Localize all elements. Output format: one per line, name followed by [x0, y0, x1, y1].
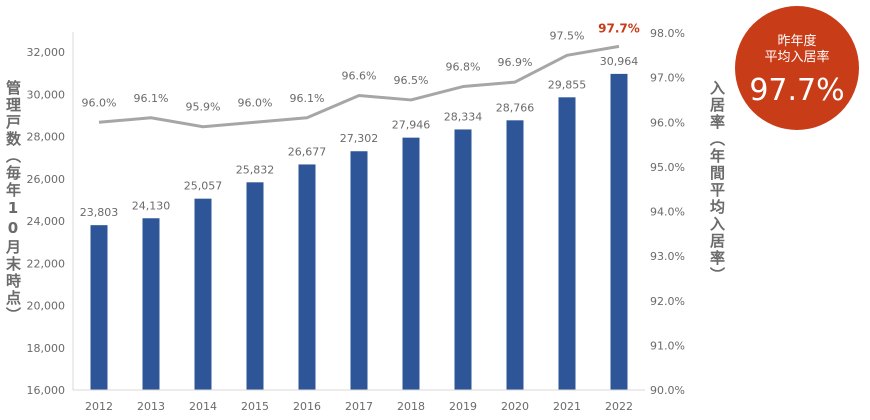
y-right-tick-92: 92.0% — [650, 295, 685, 308]
y-left-tick-26000: 26,000 — [27, 173, 66, 186]
bar-2014 — [194, 198, 212, 390]
bar-label-2022: 30,964 — [600, 55, 639, 68]
bar-2016 — [298, 164, 316, 390]
line-label-2020: 96.9% — [498, 56, 533, 69]
bar-2018 — [402, 137, 420, 390]
bar-label-2014: 25,057 — [184, 180, 223, 193]
bar-label-2018: 27,946 — [392, 119, 431, 132]
x-tick-2012: 2012 — [85, 400, 113, 413]
x-tick-2015: 2015 — [241, 400, 269, 413]
data-labels: 23,803 24,130 25,057 25,832 26,677 27,302 27,9… — [80, 21, 640, 219]
x-tick-2020: 2020 — [501, 400, 529, 413]
y-left-tick-28000: 28,000 — [27, 131, 66, 144]
y-right-tick-94: 94.0% — [650, 206, 685, 219]
bar-2017 — [350, 151, 368, 390]
bar-label-2021: 29,855 — [548, 78, 587, 91]
bar-label-2020: 28,766 — [496, 101, 535, 114]
y-right-tick-98: 98.0% — [650, 27, 685, 40]
bar-label-2013: 24,130 — [132, 199, 171, 212]
line-label-2012: 96.0% — [82, 96, 117, 109]
bar-label-2015: 25,832 — [236, 163, 275, 176]
line-label-2015: 96.0% — [238, 96, 273, 109]
y-left-tick-22000: 22,000 — [27, 257, 66, 270]
x-tick-2018: 2018 — [397, 400, 425, 413]
bar-2019 — [454, 129, 472, 390]
y-right-tick-90: 90.0% — [650, 384, 685, 397]
axes: 16,000 18,000 20,000 22,000 24,000 26,000 28,0… — [27, 27, 685, 413]
bar-2012 — [90, 225, 108, 390]
x-tick-2019: 2019 — [449, 400, 477, 413]
y-right-tick-97: 97.0% — [650, 72, 685, 85]
bar-label-2019: 28,334 — [444, 110, 483, 123]
y-left-tick-20000: 20,000 — [27, 300, 66, 313]
y-right-tick-96: 96.0% — [650, 116, 685, 129]
bar-2022 — [610, 73, 628, 390]
line-label-2022: 97.7% — [598, 21, 640, 35]
bar-label-2017: 27,302 — [340, 132, 379, 145]
x-tick-2021: 2021 — [553, 400, 581, 413]
bar-2021 — [558, 97, 576, 391]
bar-series — [90, 73, 628, 391]
y-left-tick-18000: 18,000 — [27, 342, 66, 355]
x-tick-2016: 2016 — [293, 400, 321, 413]
x-tick-2022: 2022 — [605, 400, 633, 413]
badge-label: 昨年度 平均入居率 — [764, 34, 830, 65]
line-label-2013: 96.1% — [134, 92, 169, 105]
line-label-2018: 96.5% — [394, 74, 429, 87]
y-left-tick-16000: 16,000 — [27, 384, 66, 397]
bar-2020 — [506, 120, 524, 391]
line-label-2014: 95.9% — [186, 101, 221, 114]
bar-2015 — [246, 182, 264, 390]
y-left-tick-24000: 24,000 — [27, 215, 66, 228]
y-axis-right-title: 入居率（年間平均入居率） — [708, 80, 726, 284]
occupancy-line — [98, 44, 620, 129]
y-right-tick-91: 91.0% — [650, 339, 685, 352]
line-label-2021: 97.5% — [550, 29, 585, 42]
y-right-tick-93: 93.0% — [650, 250, 685, 263]
line-label-2017: 96.6% — [342, 69, 377, 82]
y-left-tick-32000: 32,000 — [27, 46, 66, 59]
x-tick-2013: 2013 — [137, 400, 165, 413]
y-axis-left-title: 管理戸数（毎年10月末時点） — [4, 80, 22, 324]
bar-2013 — [142, 218, 160, 390]
occupancy-badge: 昨年度 平均入居率 97.7% — [735, 6, 859, 130]
y-left-tick-30000: 30,000 — [27, 88, 66, 101]
bar-label-2012: 23,803 — [80, 206, 119, 219]
x-tick-2014: 2014 — [189, 400, 217, 413]
bar-label-2016: 26,677 — [288, 145, 327, 158]
line-label-2016: 96.1% — [290, 92, 325, 105]
line-series — [98, 44, 620, 129]
x-tick-2017: 2017 — [345, 400, 373, 413]
line-label-2019: 96.8% — [446, 61, 481, 74]
badge-value: 97.7% — [749, 73, 845, 108]
y-right-tick-95: 95.0% — [650, 161, 685, 174]
